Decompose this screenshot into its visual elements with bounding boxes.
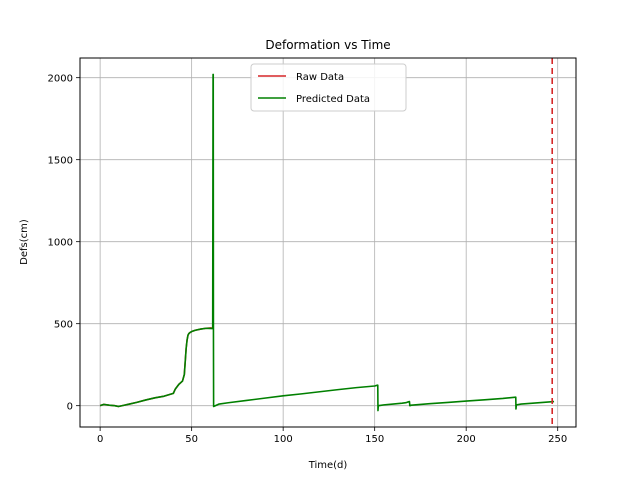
y-tick-label: 1000 — [48, 238, 73, 249]
series-layer — [99, 58, 555, 427]
x-tick-label: 100 — [274, 434, 293, 445]
legend-box — [250, 63, 407, 112]
legend: Raw Data Predicted Data — [250, 63, 407, 112]
ticks: 0 50 100 150 200 250 0 500 1000 1500 2000 — [48, 74, 568, 445]
chart-title: Deformation vs Time — [265, 38, 390, 52]
legend-entry: Predicted Data — [296, 94, 370, 105]
x-tick-label: 50 — [185, 434, 198, 445]
x-tick-label: 200 — [457, 434, 476, 445]
y-tick-label: 1500 — [48, 156, 73, 167]
x-tick-label: 150 — [365, 434, 384, 445]
x-tick-label: 250 — [548, 434, 567, 445]
y-tick-label: 0 — [67, 402, 73, 413]
y-axis-label: Defs(cm) — [19, 219, 30, 265]
y-tick-label: 500 — [54, 320, 73, 331]
plot-frame — [79, 57, 577, 428]
y-tick-label: 2000 — [48, 74, 73, 85]
series-line-predicted-data — [99, 73, 555, 412]
x-tick-label: 0 — [97, 434, 103, 445]
legend-entry: Raw Data — [296, 72, 344, 83]
x-axis-label: Time(d) — [308, 460, 348, 471]
